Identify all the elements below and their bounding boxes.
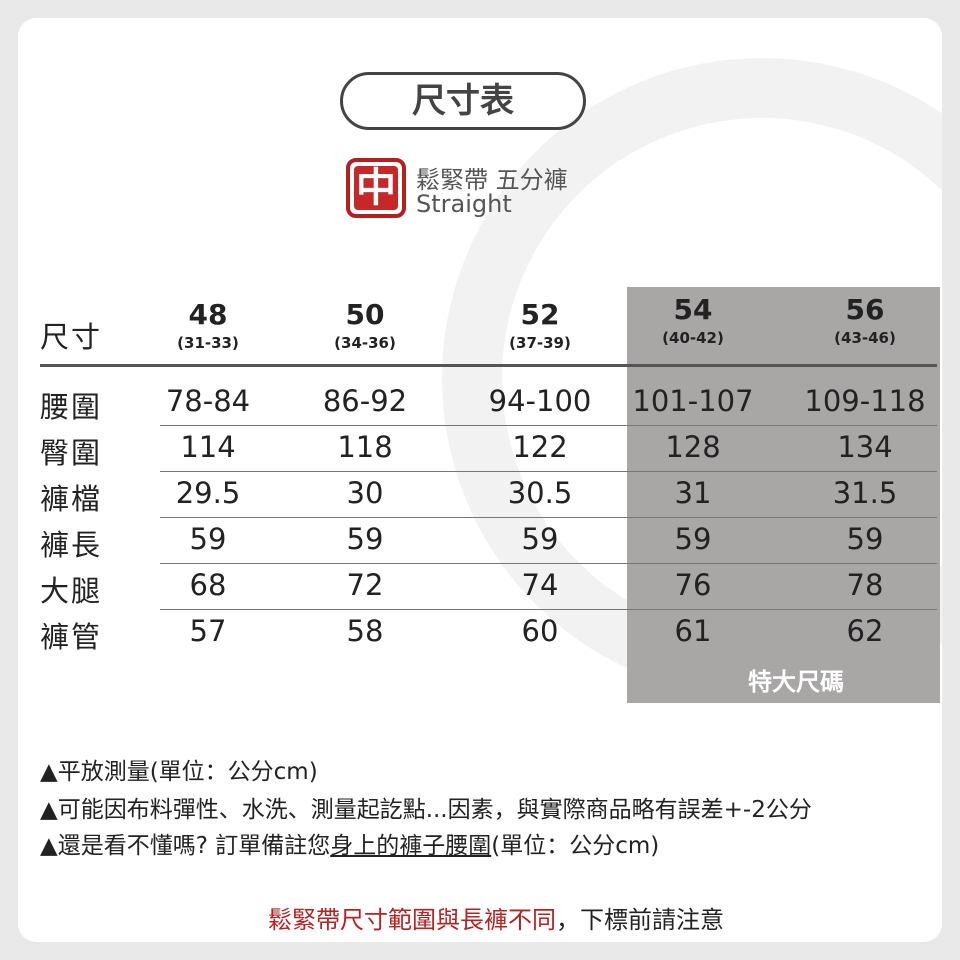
table-cell: 128 [665,430,721,464]
row-divider [160,517,937,518]
table-cell: 86-92 [322,384,408,418]
table-cell: 134 [837,430,893,464]
header-label: 尺寸 [40,320,103,354]
brand-logo: 中 [346,158,406,218]
size-header: 56 [845,293,885,326]
header-divider [40,364,937,367]
table-cell: 59 [189,522,227,556]
table-cell: 57 [189,614,227,648]
table-cell: 78 [846,568,884,602]
product-fit: Straight [416,190,512,218]
size-range: (43-46) [834,329,896,347]
table-cell: 59 [521,522,559,556]
table-cell: 59 [346,522,384,556]
row-divider [160,563,937,564]
row-divider [160,471,937,472]
size-range: (37-39) [509,334,571,352]
table-cell: 68 [189,568,227,602]
size-header: 54 [673,293,713,326]
size-range: (34-36) [334,334,396,352]
row-label: 褲長 [40,528,103,562]
table-cell: 109-118 [804,384,926,418]
plus-size-highlight [627,287,940,703]
table-cell: 74 [521,568,559,602]
row-label: 大腿 [40,574,103,608]
table-cell: 78-84 [165,384,251,418]
table-cell: 29.5 [175,476,241,510]
size-range: (31-33) [177,334,239,352]
table-cell: 30.5 [507,476,573,510]
table-cell: 72 [346,568,384,602]
note-1: ▲平放測量(單位：公分cm) [40,759,318,785]
table-cell: 122 [512,430,568,464]
row-label: 褲檔 [40,482,103,516]
table-cell: 118 [337,430,393,464]
table-cell: 59 [846,522,884,556]
footer-warning: 鬆緊帶尺寸範圍與長褲不同，下標前請注意 [268,906,724,934]
row-label: 褲管 [40,620,103,654]
table-cell: 60 [521,614,559,648]
table-cell: 31.5 [832,476,898,510]
plus-size-label: 特大尺碼 [748,668,844,696]
table-cell: 59 [674,522,712,556]
row-divider [160,609,937,610]
size-header: 52 [520,298,560,331]
note-2: ▲可能因布料彈性、水洗、測量起訖點...因素，與實際商品略有誤差+-2公分 [40,797,812,823]
table-cell: 94-100 [488,384,592,418]
row-label: 臀圍 [40,436,103,470]
table-cell: 114 [180,430,236,464]
product-name: 鬆緊帶 五分褲 [416,166,568,194]
size-range: (40-42) [662,329,724,347]
table-cell: 30 [346,476,384,510]
size-header: 48 [188,298,228,331]
row-label: 腰圍 [40,390,103,424]
table-cell: 62 [846,614,884,648]
table-cell: 31 [674,476,712,510]
size-header: 50 [345,298,385,331]
page-title: 尺寸表 [340,72,586,130]
table-cell: 58 [346,614,384,648]
note-3: ▲還是看不懂嗎? 訂單備註您身上的褲子腰圍(單位：公分cm) [40,833,660,859]
row-divider [160,425,937,426]
table-cell: 76 [674,568,712,602]
table-cell: 61 [674,614,712,648]
note-3-underlined: 身上的褲子腰圍 [330,833,492,859]
table-cell: 101-107 [632,384,754,418]
